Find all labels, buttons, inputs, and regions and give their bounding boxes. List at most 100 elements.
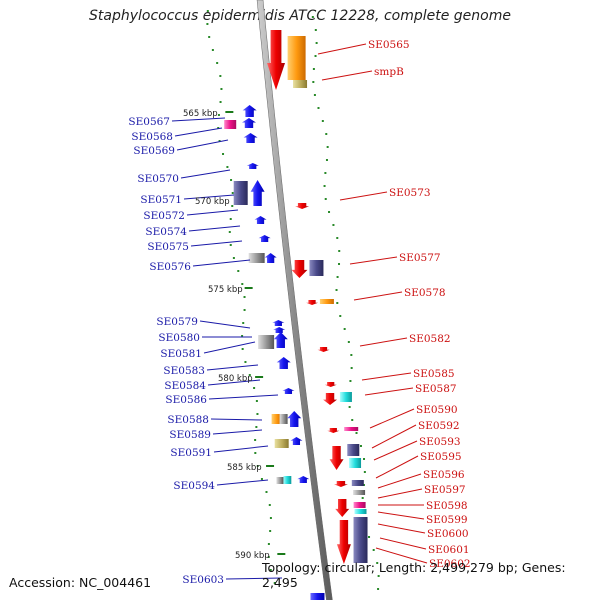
gene-label[interactable]: SE0594 bbox=[173, 480, 215, 492]
gc-dot bbox=[350, 354, 353, 356]
gc-dot bbox=[208, 36, 211, 38]
gene-label[interactable]: SE0573 bbox=[389, 187, 431, 199]
feature-block bbox=[233, 181, 248, 205]
gc-dot bbox=[218, 140, 221, 142]
gc-dot bbox=[347, 341, 350, 343]
gc-dot bbox=[368, 536, 371, 538]
feature-block bbox=[353, 517, 368, 563]
gene-label[interactable]: SE0591 bbox=[170, 447, 212, 459]
gene-label[interactable]: SE0593 bbox=[419, 436, 461, 448]
tick-labels: 565 kbp 570 kbp 575 kbp 580 kbp 585 kbp … bbox=[183, 109, 270, 561]
gc-dot bbox=[328, 211, 331, 213]
feature-block bbox=[283, 476, 292, 484]
reverse-gene bbox=[336, 520, 351, 564]
backbone-track bbox=[256, 0, 333, 600]
gene-label[interactable]: SE0598 bbox=[426, 500, 468, 512]
forward-gene bbox=[241, 118, 256, 128]
leader-line bbox=[369, 408, 415, 429]
gc-dot bbox=[323, 185, 326, 187]
gc-dot bbox=[361, 497, 364, 499]
gene-label[interactable]: SE0579 bbox=[156, 316, 198, 328]
gc-dot bbox=[229, 218, 232, 220]
leader-line bbox=[176, 139, 229, 151]
gene-label[interactable]: SE0600 bbox=[427, 528, 469, 540]
forward-gene bbox=[282, 388, 295, 394]
gene-label[interactable]: SE0586 bbox=[165, 394, 207, 406]
gene-label[interactable]: SE0603 bbox=[182, 574, 224, 586]
leader-line bbox=[213, 445, 269, 453]
gene-label[interactable]: SE0582 bbox=[409, 333, 451, 345]
tick-label: 570 kbp bbox=[195, 197, 230, 207]
gene-label[interactable]: SE0570 bbox=[137, 173, 179, 185]
gc-dot bbox=[253, 387, 256, 389]
gene-label[interactable]: SE0575 bbox=[147, 241, 189, 253]
gene-label[interactable]: SE0580 bbox=[158, 332, 200, 344]
gene-label[interactable]: SE0587 bbox=[415, 383, 457, 395]
gc-dot bbox=[343, 328, 346, 330]
gene-label[interactable]: smpB bbox=[374, 66, 404, 78]
gc-dot bbox=[217, 114, 220, 116]
forward-gene bbox=[250, 180, 265, 206]
gc-dot bbox=[230, 179, 233, 181]
feature-block bbox=[339, 392, 352, 402]
leader-line bbox=[210, 418, 263, 421]
feature-block bbox=[293, 80, 308, 88]
gene-label[interactable]: SE0599 bbox=[426, 514, 468, 526]
tick-label: 575 kbp bbox=[208, 285, 243, 295]
gene-label[interactable]: SE0597 bbox=[424, 484, 466, 496]
gc-dot bbox=[325, 133, 328, 135]
forward-gene bbox=[276, 357, 291, 369]
gc-dot bbox=[219, 101, 222, 103]
gc-dot bbox=[256, 465, 259, 467]
feature-block bbox=[319, 299, 334, 304]
gene-label[interactable]: SE0589 bbox=[169, 429, 211, 441]
gene-label[interactable]: SE0588 bbox=[167, 414, 209, 426]
gene-label[interactable]: SE0590 bbox=[416, 404, 458, 416]
reverse-gene bbox=[295, 203, 310, 209]
feature-block bbox=[349, 458, 362, 468]
gene-label[interactable]: SE0577 bbox=[399, 252, 441, 264]
gc-dot bbox=[248, 374, 251, 376]
gene-label[interactable]: SE0595 bbox=[420, 451, 462, 463]
gc-dot bbox=[355, 432, 358, 434]
gene-label[interactable]: SE0602 bbox=[429, 558, 471, 570]
gene-label[interactable]: SE0601 bbox=[428, 544, 470, 556]
leader-line bbox=[192, 259, 251, 267]
leader-line bbox=[180, 169, 231, 179]
gene-label[interactable]: SE0585 bbox=[413, 368, 455, 380]
gene-label[interactable]: SE0576 bbox=[149, 261, 191, 273]
gene-label[interactable]: SE0571 bbox=[140, 194, 182, 206]
gene-label[interactable]: SE0584 bbox=[164, 380, 206, 392]
gc-dot bbox=[372, 549, 375, 551]
gene-label[interactable]: SE0565 bbox=[368, 39, 410, 51]
gc-dot bbox=[326, 146, 329, 148]
feature-block bbox=[274, 439, 289, 448]
topology-text: Topology: circular; Length: 2,499,279 bp… bbox=[262, 560, 566, 590]
gc-dot bbox=[359, 445, 362, 447]
gene-label[interactable]: SE0583 bbox=[163, 365, 205, 377]
gene-label[interactable]: SE0574 bbox=[145, 226, 187, 238]
gene-label[interactable]: SE0596 bbox=[423, 469, 465, 481]
tick-label: 590 kbp bbox=[235, 551, 270, 561]
tick-label: 585 kbp bbox=[227, 463, 262, 473]
gene-label[interactable]: SE0569 bbox=[133, 145, 175, 157]
gene-label[interactable]: SE0581 bbox=[160, 348, 202, 360]
gc-dot bbox=[244, 361, 247, 363]
gene-label[interactable]: SE0592 bbox=[418, 420, 460, 432]
gc-dot bbox=[232, 257, 235, 259]
feature-block bbox=[347, 444, 360, 456]
leader-line bbox=[207, 379, 261, 386]
gc-dot bbox=[241, 335, 244, 337]
gc-dot bbox=[338, 250, 341, 252]
map-title: Staphylococcus epidermidis ATCC 12228, c… bbox=[88, 8, 511, 24]
gene-label[interactable]: SE0568 bbox=[131, 131, 173, 143]
gene-label[interactable]: SE0578 bbox=[404, 287, 446, 299]
leader-line bbox=[206, 364, 259, 371]
leader-line bbox=[377, 523, 426, 534]
gene-label[interactable]: SE0572 bbox=[143, 210, 185, 222]
reverse-gene bbox=[323, 393, 338, 405]
feature-block bbox=[224, 120, 237, 129]
gene-label[interactable]: SE0567 bbox=[128, 116, 170, 128]
leader-line bbox=[225, 577, 283, 580]
feature-block bbox=[271, 414, 282, 424]
